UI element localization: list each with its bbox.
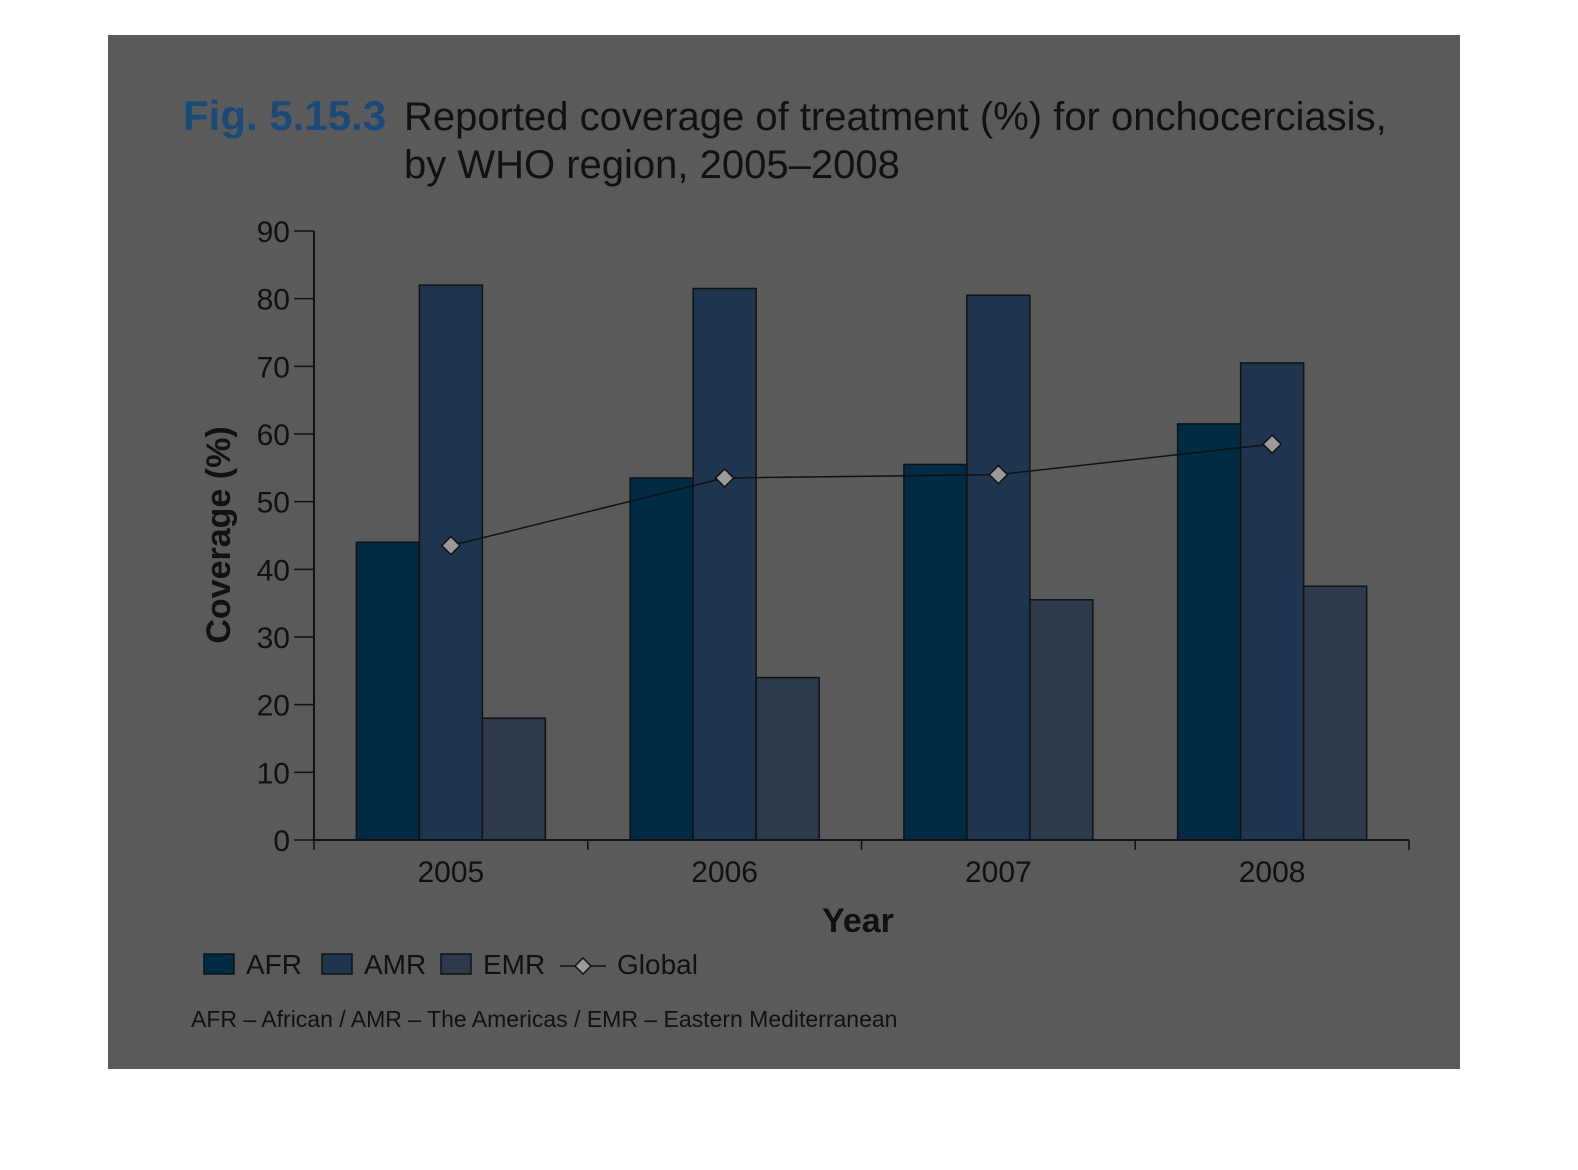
x-tick-label: 2005 <box>418 856 485 889</box>
y-tick-label: 50 <box>257 487 290 520</box>
global-point-2008 <box>1262 434 1283 455</box>
x-tick-label: 2007 <box>965 856 1032 889</box>
figure-label: Fig. 5.15.3 <box>183 92 386 139</box>
bar-amr-2005 <box>418 284 484 841</box>
legend-swatch-amr <box>321 953 353 975</box>
legend-swatch-afr <box>203 953 235 975</box>
footnote: AFR – African / AMR – The Americas / EMR… <box>191 1006 897 1032</box>
bar-amr-2006 <box>692 287 757 841</box>
y-tick-label: 70 <box>257 351 290 384</box>
legend-label-global: Global <box>617 949 698 980</box>
global-series-line <box>450 443 1273 547</box>
y-tick-label: 40 <box>257 554 290 587</box>
chart-title-line2: by WHO region, 2005–2008 <box>404 143 900 187</box>
bar-emr-2006 <box>755 676 820 841</box>
legend-label-emr: EMR <box>483 949 545 980</box>
y-tick-label: 90 <box>257 216 290 249</box>
y-tick-label: 0 <box>273 825 290 858</box>
y-tick-label: 80 <box>257 284 290 317</box>
bar-emr-2007 <box>1029 599 1094 841</box>
y-tick-label: 30 <box>257 622 290 655</box>
y-tick-label: 60 <box>257 419 290 452</box>
legend-label-afr: AFR <box>246 949 302 980</box>
bar-emr-2008 <box>1302 585 1368 841</box>
global-line-group <box>440 434 1283 556</box>
global-point-2007 <box>988 464 1009 485</box>
global-point-2005 <box>440 535 461 556</box>
bar-afr-2007 <box>903 463 968 841</box>
bar-afr-2005 <box>355 541 421 841</box>
y-axis-title: Coverage (%) <box>200 426 238 643</box>
x-tick-label: 2008 <box>1239 856 1306 889</box>
chart-title-line1: Reported coverage of treatment (%) for o… <box>404 95 1387 139</box>
x-tick-label: 2006 <box>691 856 758 889</box>
global-point-2006 <box>714 467 735 489</box>
y-tick-label: 20 <box>257 690 290 723</box>
bar-afr-2006 <box>629 477 694 841</box>
legend-label-amr: AMR <box>364 949 426 980</box>
legend-marker-global <box>573 956 593 976</box>
axes-group: 0 10 20 30 40 50 60 70 80 90 2005 2006 2007 2008 <box>257 216 1410 889</box>
bar-amr-2007 <box>966 294 1031 841</box>
bar-emr-2005 <box>481 717 547 841</box>
x-axis-title: Year <box>822 902 894 940</box>
y-tick-label: 10 <box>257 757 290 790</box>
legend-swatch-emr <box>440 953 472 975</box>
legend: AFR AMR EMR Global <box>203 949 698 980</box>
bars-group <box>355 284 1368 841</box>
bar-afr-2008 <box>1176 423 1242 841</box>
